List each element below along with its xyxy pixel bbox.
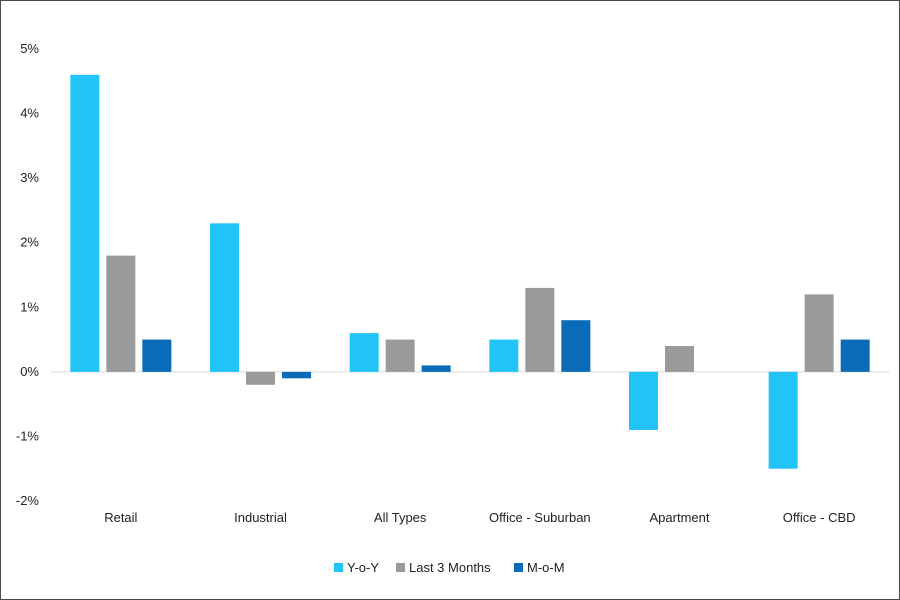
bar-last-3-months-office-suburban	[525, 287, 555, 372]
y-tick-label: 0%	[20, 364, 39, 379]
bar-m-o-m-industrial	[282, 371, 311, 379]
legend-label: Y-o-Y	[347, 560, 379, 575]
y-tick-label: -2%	[16, 493, 40, 508]
bar-m-o-m-retail	[142, 339, 172, 372]
category-labels: Retail Industrial All Types Office - Suburb…	[104, 510, 855, 525]
y-axis: 5% 4% 3% 2% 1% 0% -1% -2%	[16, 41, 40, 508]
category-label: Office - Suburban	[489, 510, 591, 525]
category-label: Office - CBD	[783, 510, 856, 525]
bar-y-o-y-office-cbd	[768, 371, 798, 469]
y-tick-label: -1%	[16, 428, 40, 443]
legend-swatch	[514, 563, 523, 572]
bar-last-3-months-retail	[106, 255, 136, 372]
y-tick-label: 3%	[20, 170, 39, 185]
legend-swatch	[334, 563, 343, 572]
bar-y-o-y-apartment	[629, 371, 658, 430]
y-tick-label: 4%	[20, 106, 39, 121]
bar-y-o-y-all-types	[349, 333, 379, 372]
bar-last-3-months-apartment	[665, 346, 694, 372]
bars-group	[70, 74, 870, 469]
category-label: Apartment	[650, 510, 710, 525]
y-tick-label: 5%	[20, 41, 39, 56]
bar-y-o-y-industrial	[210, 223, 239, 372]
bar-last-3-months-all-types	[385, 339, 415, 372]
bar-last-3-months-office-cbd	[804, 294, 834, 372]
y-tick-label: 2%	[20, 235, 39, 250]
bar-m-o-m-all-types	[421, 365, 451, 372]
bar-y-o-y-office-suburban	[489, 339, 519, 372]
legend-label: Last 3 Months	[409, 560, 491, 575]
category-label: Retail	[104, 510, 137, 525]
bar-m-o-m-office-cbd	[840, 339, 870, 372]
bar-y-o-y-retail	[70, 74, 100, 372]
category-label: All Types	[374, 510, 427, 525]
bar-m-o-m-office-suburban	[561, 320, 591, 372]
legend-label: M-o-M	[527, 560, 565, 575]
y-tick-label: 1%	[20, 299, 39, 314]
category-label: Industrial	[234, 510, 287, 525]
bar-last-3-months-industrial	[246, 371, 275, 385]
legend-swatch	[396, 563, 405, 572]
legend: Y-o-Y Last 3 Months M-o-M	[334, 560, 565, 575]
